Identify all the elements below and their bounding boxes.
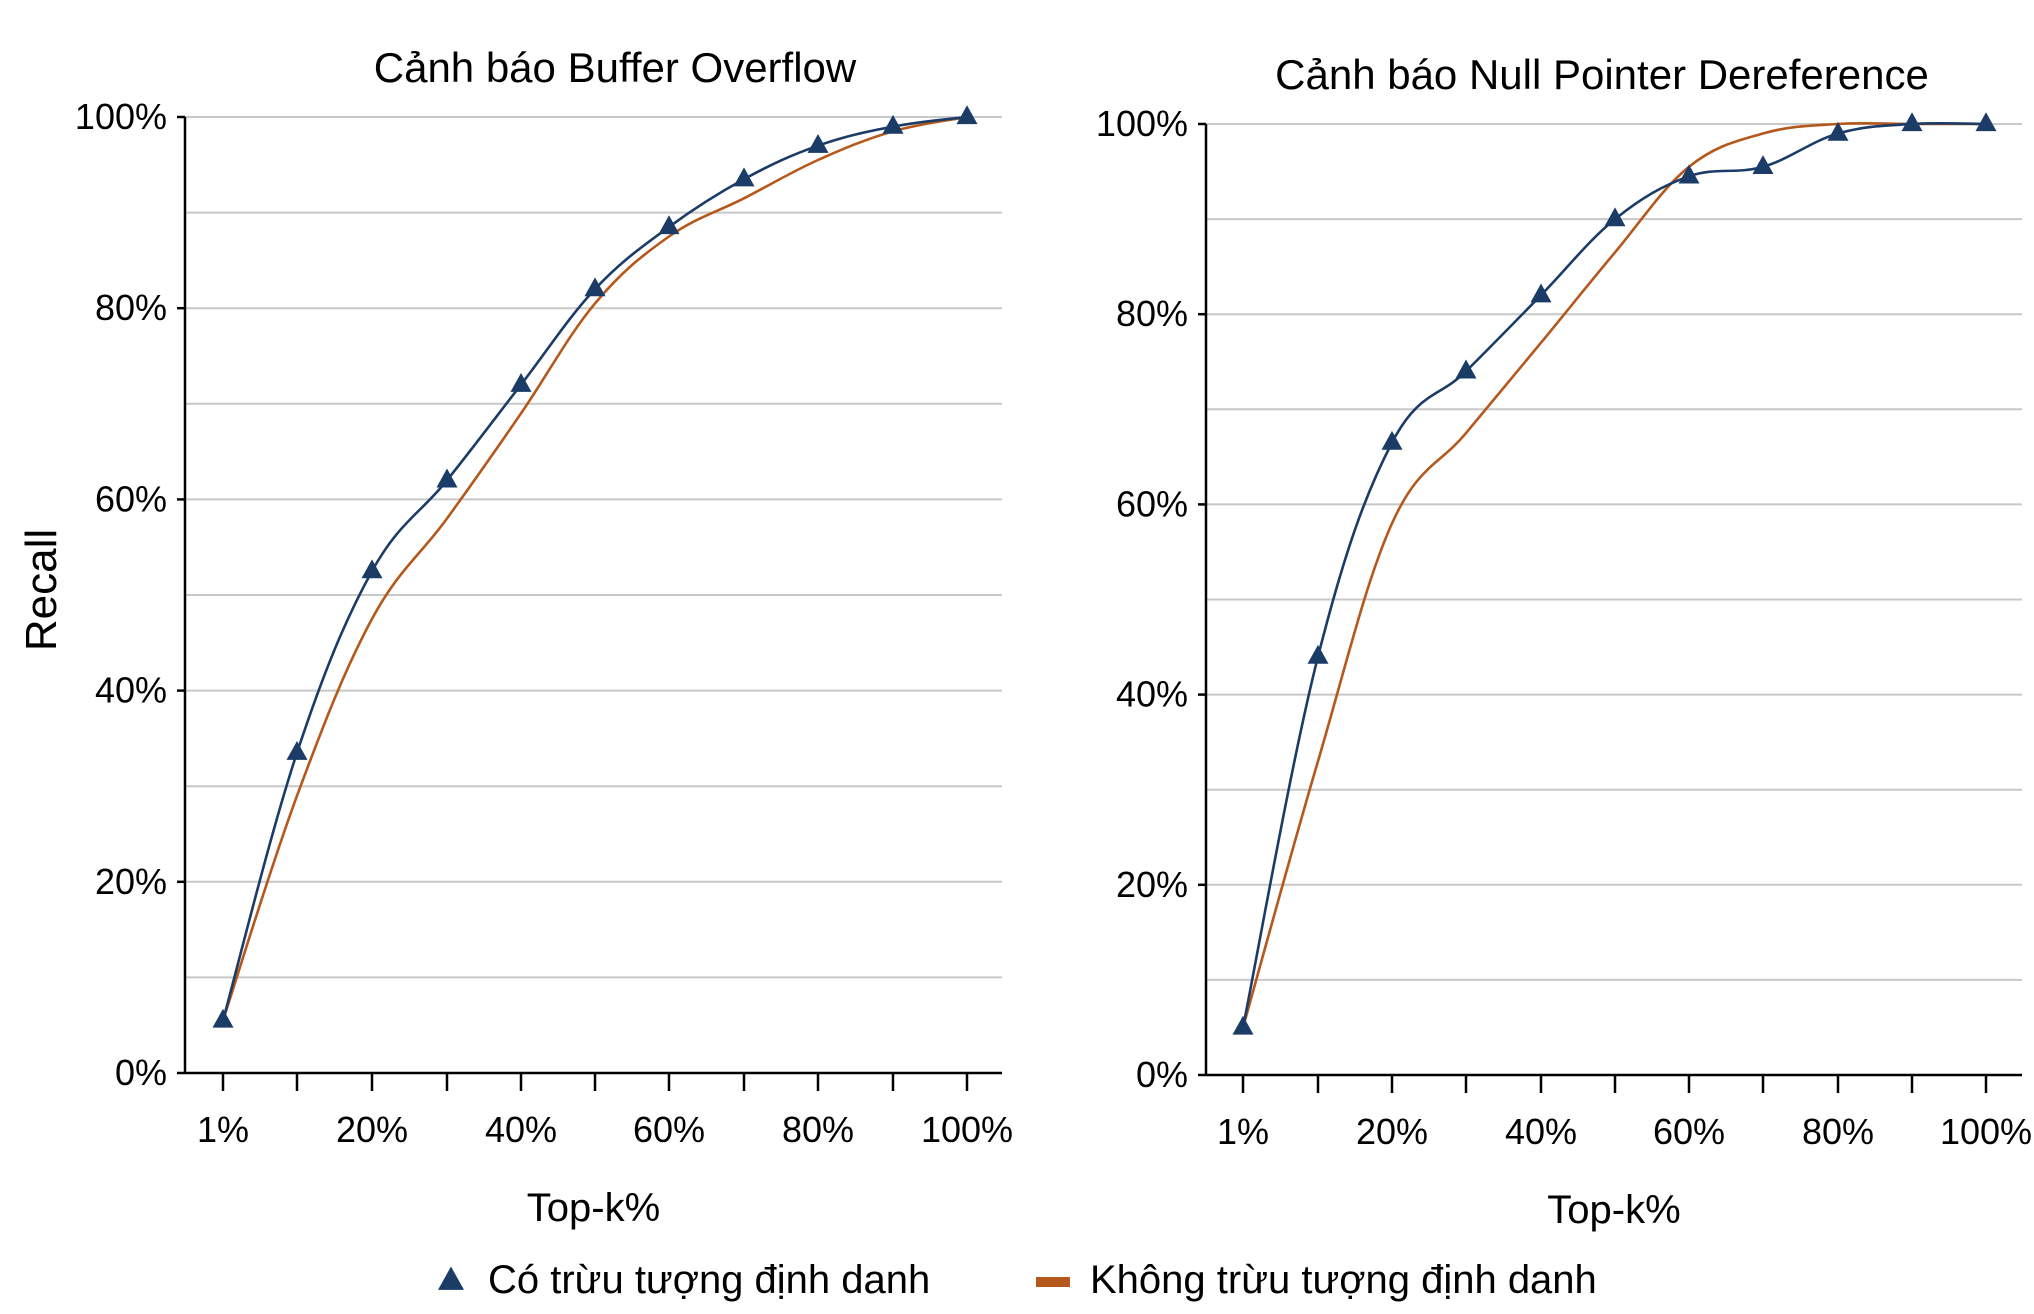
y-tick-label: 40%	[1116, 674, 1188, 715]
data-point-with-abstraction	[658, 215, 680, 235]
y-tick-label: 60%	[95, 478, 167, 519]
x-tick-label: 100%	[921, 1109, 1013, 1150]
data-point-with-abstraction	[733, 167, 755, 187]
y-tick-label: 80%	[1116, 293, 1188, 334]
y-tick-label: 100%	[1096, 103, 1188, 144]
data-point-with-abstraction	[1827, 121, 1849, 141]
data-point-with-abstraction	[1678, 164, 1700, 184]
series-line-without-abstraction	[221, 115, 968, 1021]
legend-label-without-abstraction: Không trừu tượng định danh	[1090, 1258, 1597, 1302]
data-point-with-abstraction	[807, 133, 829, 153]
y-tick-label: 0%	[1136, 1054, 1188, 1095]
y-tick-label: 60%	[1116, 483, 1188, 524]
legend-item-without-abstraction: Không trừu tượng định danh	[1036, 1258, 1597, 1302]
y-tick-label: 40%	[95, 670, 167, 711]
x-tick-label: 1%	[1217, 1111, 1269, 1152]
x-axis-title: Top-k%	[527, 1186, 660, 1230]
data-point-with-abstraction	[212, 1008, 234, 1028]
data-point-with-abstraction	[1455, 359, 1477, 379]
data-point-with-abstraction	[510, 372, 532, 392]
x-tick-label: 80%	[782, 1109, 854, 1150]
x-axis-title: Top-k%	[1547, 1188, 1680, 1232]
data-point-with-abstraction	[1530, 283, 1552, 303]
data-point-with-abstraction	[286, 741, 308, 760]
y-tick-label: 20%	[95, 861, 167, 902]
series-line-with-abstraction	[1241, 121, 1987, 1028]
legend: Có trừu tượng định danh Không trừu tượng…	[438, 1258, 1597, 1302]
data-point-with-abstraction	[1232, 1015, 1254, 1035]
legend-label-with-abstraction: Có trừu tượng định danh	[488, 1258, 930, 1302]
chart-title: Cảnh báo Null Pointer Dereference	[1275, 51, 1929, 98]
legend-item-with-abstraction: Có trừu tượng định danh	[438, 1258, 930, 1302]
data-point-with-abstraction	[361, 559, 383, 579]
chart-null-pointer-dereference: Cảnh báo Null Pointer Dereference 0% 20% 40…	[1096, 51, 2032, 1232]
y-tick-label: 100%	[75, 96, 167, 137]
series-line-with-abstraction	[221, 115, 968, 1021]
y-tick-label: 0%	[115, 1052, 167, 1093]
x-tick-label: 40%	[485, 1109, 557, 1150]
y-tick-label: 20%	[1116, 864, 1188, 905]
chart-buffer-overflow: Cảnh báo Buffer Overflow 0% 20% 40% 60% 80% 10…	[75, 44, 1013, 1230]
legend-line-marker	[1036, 1277, 1070, 1287]
x-tick-label: 20%	[1356, 1111, 1428, 1152]
x-tick-label: 60%	[633, 1109, 705, 1150]
legend-triangle-marker	[438, 1266, 464, 1290]
data-point-with-abstraction	[1752, 155, 1774, 174]
data-point-with-abstraction	[882, 114, 904, 134]
data-point-with-abstraction	[584, 277, 606, 297]
data-point-with-abstraction	[1307, 644, 1329, 664]
data-point-with-abstraction	[436, 468, 458, 488]
data-point-with-abstraction	[956, 105, 978, 125]
data-point-with-abstraction	[1901, 112, 1923, 132]
x-tick-label: 40%	[1505, 1111, 1577, 1152]
y-tick-label: 80%	[95, 287, 167, 328]
x-tick-label: 100%	[1940, 1111, 2032, 1152]
x-tick-label: 60%	[1653, 1111, 1725, 1152]
x-tick-label: 80%	[1802, 1111, 1874, 1152]
x-tick-label: 20%	[336, 1109, 408, 1150]
data-point-with-abstraction	[1381, 430, 1403, 450]
y-axis-title: Recall	[17, 529, 66, 651]
data-point-with-abstraction	[1975, 112, 1997, 132]
data-point-with-abstraction	[1604, 207, 1626, 227]
series-line-without-abstraction	[1241, 121, 1986, 1028]
x-tick-label: 1%	[197, 1109, 249, 1150]
chart-title: Cảnh báo Buffer Overflow	[374, 44, 857, 91]
